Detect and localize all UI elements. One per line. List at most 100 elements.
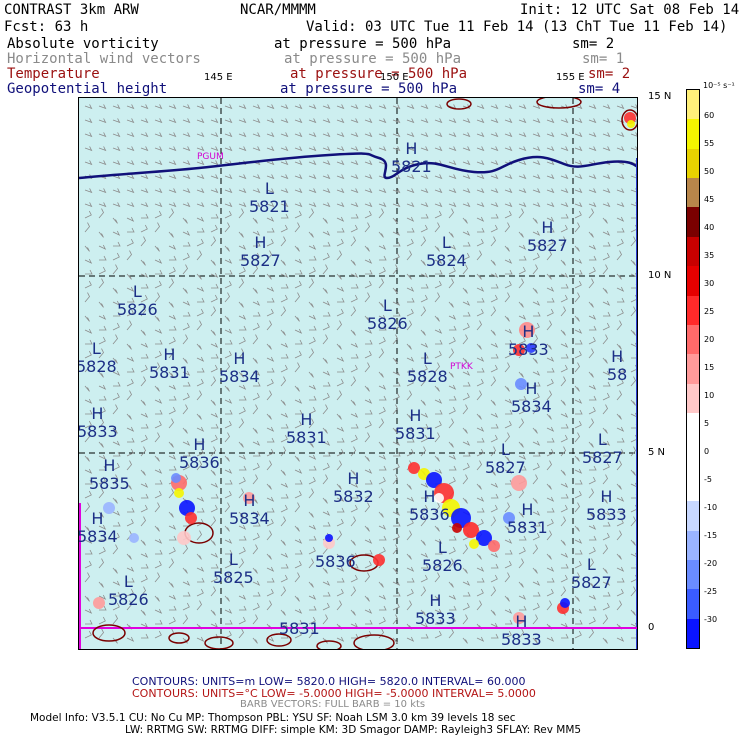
wind-barb: [490, 294, 498, 303]
wind-barb: [336, 146, 345, 152]
wind-barb: [322, 104, 331, 110]
wind-barb: [266, 202, 275, 208]
wind-barb: [616, 146, 625, 152]
wind-barb: [266, 390, 272, 401]
wind-barb: [561, 563, 569, 569]
wind-barb: [560, 306, 566, 317]
wind-barb: [224, 210, 232, 219]
wind-barb: [574, 525, 580, 532]
wind-barb: [434, 608, 443, 614]
wind-barb: [141, 353, 149, 359]
wind-barb: [238, 546, 246, 555]
wind-barb: [560, 294, 568, 303]
wind-barb: [238, 384, 247, 390]
wind-barb: [210, 482, 219, 488]
wind-barb: [154, 608, 163, 614]
wind-barb: [154, 222, 160, 233]
wind-barb: [308, 278, 314, 289]
wind-barb: [588, 488, 594, 499]
wind-barb: [336, 118, 345, 124]
colorbar-label: -15: [704, 531, 718, 540]
wind-barb: [182, 357, 188, 364]
contours-info-height: UNITS=m LOW= 5820.0 HIGH= 5820.0 INTERVA…: [202, 675, 526, 688]
height-label: L 5825: [213, 550, 254, 587]
wind-barb: [140, 329, 146, 336]
wind-barb: [490, 118, 499, 124]
wind-barb: [616, 448, 624, 457]
weather-map: PGUM PTKK H 5821 L 5821 H 5827 L 5824 H 5827 …: [78, 97, 638, 650]
colorbar-label: 55: [704, 139, 715, 148]
wind-barb: [434, 280, 442, 289]
wind-barb: [560, 188, 569, 194]
wind-barb: [112, 510, 121, 516]
temperature-contour: [621, 109, 637, 131]
wind-barb: [113, 241, 121, 247]
wind-barb: [126, 588, 134, 597]
wind-barb: [211, 353, 219, 359]
wind-barb: [490, 160, 499, 166]
wind-barb: [378, 231, 384, 238]
wind-barb: [280, 552, 289, 558]
wind-barb: [378, 488, 384, 499]
wind-barb: [392, 357, 398, 364]
wind-barb: [630, 272, 637, 278]
colorbar-segment: [687, 471, 699, 502]
wind-barb: [266, 343, 272, 350]
wind-barb: [252, 602, 260, 611]
field-name: Geopotential height: [7, 81, 168, 97]
height-label: L 5827: [485, 440, 526, 477]
wind-barb: [364, 174, 373, 180]
wind-barb: [99, 255, 107, 261]
wind-barb: [238, 558, 244, 569]
wind-barb: [560, 574, 568, 583]
wind-barb: [294, 350, 302, 359]
wind-barb: [602, 637, 608, 644]
wind-barb: [294, 502, 300, 513]
height-label: H 5827: [240, 233, 281, 270]
wind-barb: [490, 329, 496, 336]
wind-barb: [588, 454, 597, 460]
wind-barb: [322, 132, 331, 138]
wind-barb: [462, 637, 468, 644]
wind-barb: [266, 553, 272, 560]
height-label: H 5831: [286, 410, 327, 447]
wind-barb: [141, 213, 149, 219]
wind-barb: [378, 384, 387, 390]
wind-barb: [476, 483, 482, 490]
wind-barb: [533, 381, 541, 387]
wind-barb: [574, 160, 583, 166]
wind-barb: [127, 577, 135, 583]
wind-barb: [588, 188, 597, 194]
height-label: H 5835: [89, 456, 130, 493]
wind-barb: [140, 236, 146, 247]
vorticity-patch: [185, 512, 197, 524]
wind-barb: [630, 306, 636, 317]
wind-barb: [574, 502, 580, 513]
latitude-label: 5 N: [648, 447, 666, 458]
wind-barb: [169, 535, 177, 541]
wind-barb: [588, 104, 597, 110]
wind-barb: [491, 353, 499, 359]
colorbar-label: 25: [704, 307, 715, 316]
height-label: 5831: [279, 619, 320, 638]
wind-barb: [84, 630, 92, 639]
wind-barb: [602, 532, 610, 541]
wind-barb: [448, 118, 457, 124]
wind-barb: [294, 174, 303, 180]
wind-barb: [463, 451, 471, 457]
wind-barb: [434, 385, 440, 392]
wind-barb: [239, 605, 247, 611]
wind-barb: [616, 343, 622, 350]
wind-barb: [84, 595, 90, 602]
wind-barb: [560, 104, 569, 110]
wind-barb: [168, 202, 177, 208]
wind-barb: [266, 378, 274, 387]
wind-barb: [308, 160, 317, 166]
wind-barb: [406, 623, 412, 630]
wind-barb: [616, 132, 625, 138]
wind-barb: [392, 580, 401, 586]
wind-barb: [630, 399, 636, 406]
wind-barb: [616, 426, 625, 432]
wind-barb: [434, 210, 442, 219]
latitude-label: 15 N: [648, 91, 672, 102]
